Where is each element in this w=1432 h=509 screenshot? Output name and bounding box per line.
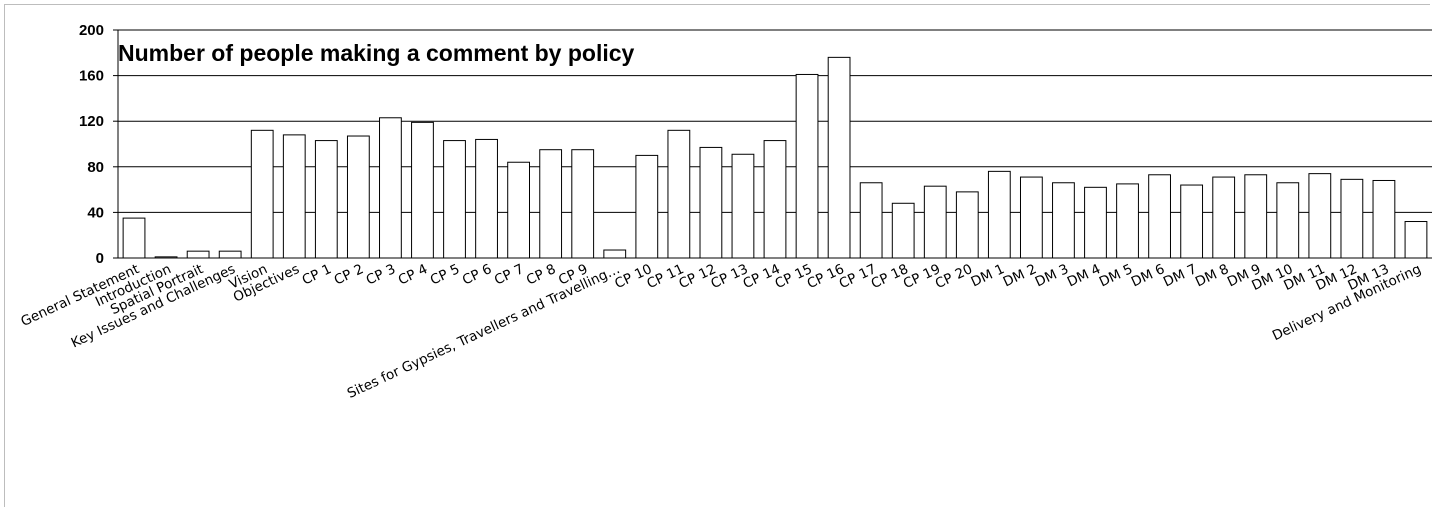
bar: [763, 140, 787, 259]
bar: [379, 117, 402, 259]
bar: [218, 250, 242, 259]
bar: [635, 154, 659, 259]
bar: [475, 138, 498, 259]
y-tick-label: 200: [79, 22, 104, 39]
y-tick-label: 120: [79, 113, 104, 130]
bar: [1308, 173, 1332, 259]
bar: [443, 140, 466, 259]
x-tick-label: CP 5: [428, 261, 462, 288]
bar: [923, 185, 947, 259]
x-tick-label: CP 1: [300, 261, 334, 288]
bar: [250, 129, 274, 259]
x-tick-label: CP 4: [396, 261, 430, 288]
bar: [667, 129, 691, 259]
bar: [539, 149, 563, 259]
bar: [987, 170, 1011, 259]
axes: [113, 29, 1432, 259]
bar: [1404, 221, 1428, 259]
bar: [1340, 178, 1364, 259]
bar: [411, 121, 434, 259]
bar: [1244, 174, 1268, 259]
bar: [314, 140, 338, 259]
bar: [827, 56, 851, 259]
bar: [1180, 184, 1204, 259]
bars: [122, 56, 1428, 259]
y-tick-label: 0: [96, 250, 104, 267]
bar: [507, 161, 530, 259]
bar: [346, 135, 370, 259]
bar: [891, 202, 915, 259]
x-tick-label: CP 2: [332, 261, 366, 288]
bar: [699, 146, 723, 259]
bar: [1372, 179, 1396, 259]
y-tick-label: 40: [87, 204, 104, 221]
bar: [859, 182, 883, 259]
bar: [1052, 182, 1075, 259]
bar: [603, 249, 627, 259]
bar: [1212, 176, 1236, 259]
chart-frame: [4, 4, 1430, 507]
bar: [731, 153, 755, 259]
y-tick-label: 160: [79, 68, 104, 85]
y-tick-labels: 0 40 80 120 160 200: [79, 22, 104, 267]
bar: [1276, 182, 1300, 259]
bar: [282, 134, 306, 259]
bar: [122, 217, 146, 259]
x-tick-label: Sites for Gypsies, Travellers and Travel…: [345, 261, 623, 402]
x-tick-label: CP 3: [364, 261, 398, 288]
bar: [571, 149, 595, 259]
bar: [1148, 174, 1171, 259]
chart-title: Number of people making a comment by pol…: [118, 40, 635, 66]
x-tick-label: CP 8: [524, 261, 558, 288]
bar: [1019, 176, 1043, 259]
y-tick-label: 80: [87, 159, 104, 176]
bar: [1084, 186, 1107, 259]
bar: [186, 250, 210, 259]
bar: [1116, 183, 1139, 259]
bar: [955, 191, 979, 259]
x-tick-label: CP 7: [492, 261, 526, 288]
bar: [795, 73, 819, 259]
x-tick-label: CP 6: [460, 261, 494, 288]
